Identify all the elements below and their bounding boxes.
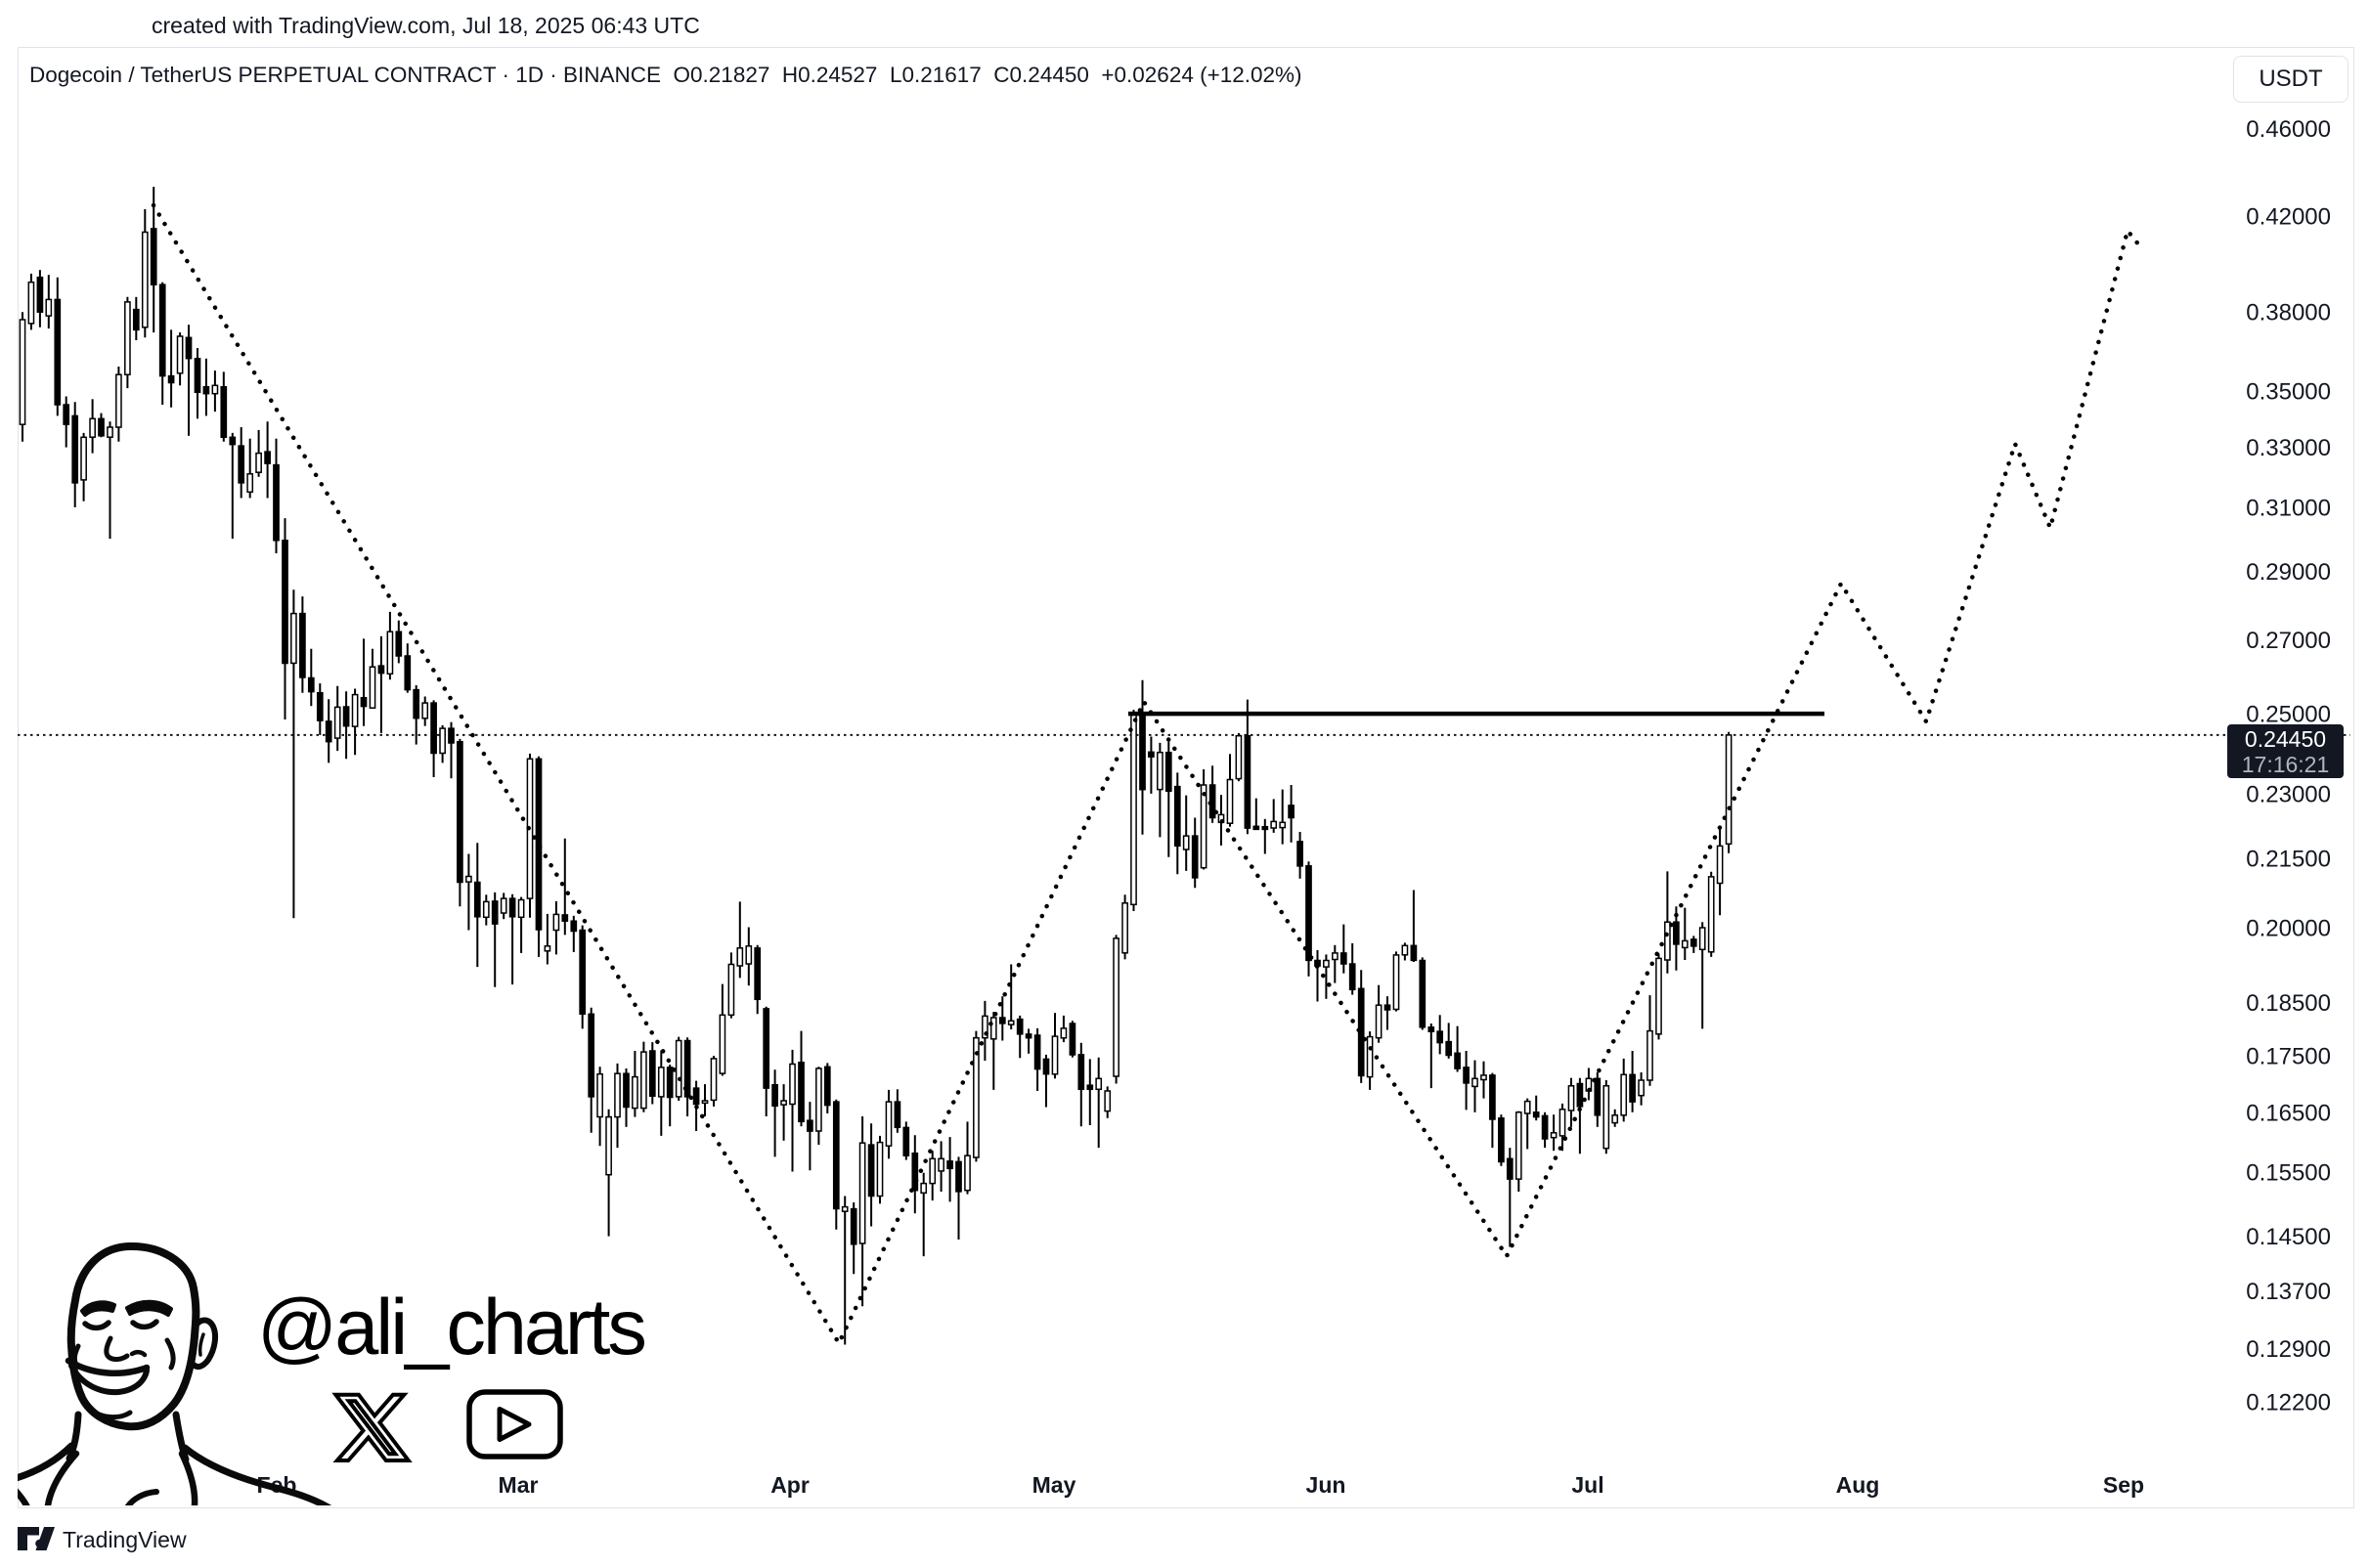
svg-text:0.33000: 0.33000 bbox=[2246, 435, 2331, 461]
svg-text:May: May bbox=[1032, 1472, 1076, 1498]
svg-text:Jun: Jun bbox=[1306, 1472, 1346, 1498]
svg-text:0.12200: 0.12200 bbox=[2246, 1390, 2331, 1416]
svg-text:Mar: Mar bbox=[499, 1472, 539, 1498]
svg-text:0.38000: 0.38000 bbox=[2246, 300, 2331, 327]
svg-text:Sep: Sep bbox=[2103, 1472, 2144, 1498]
svg-text:0.42000: 0.42000 bbox=[2246, 204, 2331, 231]
svg-text:0.31000: 0.31000 bbox=[2246, 496, 2331, 522]
svg-text:0.21500: 0.21500 bbox=[2246, 847, 2331, 873]
svg-text:0.29000: 0.29000 bbox=[2246, 559, 2331, 586]
svg-text:0.15500: 0.15500 bbox=[2246, 1160, 2331, 1187]
svg-text:0.35000: 0.35000 bbox=[2246, 378, 2331, 405]
svg-text:0.14500: 0.14500 bbox=[2246, 1224, 2331, 1250]
svg-text:0.27000: 0.27000 bbox=[2246, 628, 2331, 654]
svg-text:0.23000: 0.23000 bbox=[2246, 781, 2331, 807]
svg-text:Jul: Jul bbox=[1571, 1472, 1603, 1498]
svg-text:0.13700: 0.13700 bbox=[2246, 1279, 2331, 1305]
svg-text:0.20000: 0.20000 bbox=[2246, 916, 2331, 942]
svg-text:0.18500: 0.18500 bbox=[2246, 990, 2331, 1017]
svg-text:0.17500: 0.17500 bbox=[2246, 1044, 2331, 1070]
svg-text:0.46000: 0.46000 bbox=[2246, 116, 2331, 143]
svg-text:Aug: Aug bbox=[1836, 1472, 1880, 1498]
svg-text:Apr: Apr bbox=[770, 1472, 810, 1498]
svg-text:0.25000: 0.25000 bbox=[2246, 702, 2331, 728]
svg-text:0.16500: 0.16500 bbox=[2246, 1100, 2331, 1126]
svg-text:0.12900: 0.12900 bbox=[2246, 1336, 2331, 1363]
